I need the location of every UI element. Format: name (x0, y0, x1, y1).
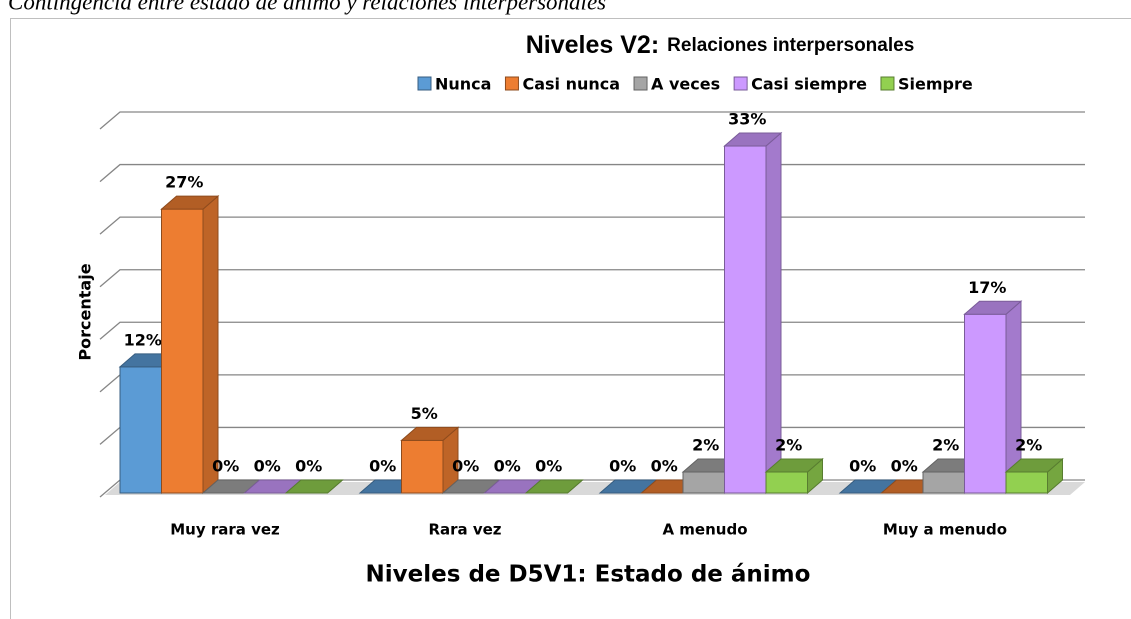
value-label: 0% (609, 457, 636, 476)
value-label: 0% (295, 457, 322, 476)
grid-line (99, 321, 1085, 340)
value-label: 0% (849, 457, 876, 476)
value-label: 0% (369, 457, 396, 476)
bar (682, 471, 725, 494)
legend-swatch (733, 76, 748, 91)
legend-label: Casi nunca (522, 75, 620, 94)
legend-swatch (417, 76, 432, 91)
bar (161, 208, 204, 494)
bar-top (284, 479, 344, 494)
value-label: 0% (891, 457, 918, 476)
value-label: 2% (1015, 435, 1042, 454)
value-label: 0% (651, 457, 678, 476)
grid-line (99, 269, 1085, 288)
bar (922, 471, 965, 494)
legend-label: A veces (651, 75, 720, 94)
grid-line (99, 374, 1085, 393)
x-axis-label: Niveles de D5V1: Estado de ánimo (366, 562, 811, 588)
x-tick-label: A menudo (662, 521, 747, 539)
bar (119, 366, 162, 494)
bar (724, 145, 767, 494)
y-axis-label: Porcentaje (76, 263, 95, 360)
bar-top (764, 458, 824, 473)
value-label: 2% (932, 435, 959, 454)
value-label: 17% (968, 278, 1006, 297)
value-label: 33% (728, 110, 766, 129)
grid-line (99, 163, 1085, 183)
bar-top (160, 195, 220, 210)
legend-swatch (633, 76, 648, 91)
bar-top (400, 426, 460, 441)
value-label: 5% (411, 404, 438, 423)
legend-label: Siempre (898, 75, 973, 94)
bar-top (723, 132, 783, 147)
bar-top (963, 300, 1023, 315)
grid-line (99, 111, 1085, 130)
value-label: 0% (535, 457, 562, 476)
bar-top (524, 479, 584, 494)
value-label: 0% (212, 457, 239, 476)
legend-swatch (504, 76, 519, 91)
legend-label: Casi siempre (751, 75, 867, 94)
bar (964, 313, 1007, 494)
x-tick-label: Rara vez (428, 521, 501, 539)
legend-swatch (880, 76, 895, 91)
x-tick-label: Muy a menudo (883, 521, 1007, 539)
bar-side (202, 195, 219, 495)
value-label: 0% (494, 457, 521, 476)
value-label: 0% (254, 457, 281, 476)
x-tick-label: Muy rara vez (170, 521, 280, 539)
chart-frame (10, 18, 1131, 619)
grid-line (99, 216, 1085, 235)
caption: Contingencia entre estado de ánimo y rel… (8, 0, 606, 14)
value-label: 2% (775, 435, 802, 454)
bar-top (1004, 458, 1064, 473)
bar (1005, 471, 1048, 494)
chart-title: Niveles V2: Relaciones interpersonales (526, 31, 915, 59)
floor (105, 482, 1085, 495)
value-label: 0% (452, 457, 479, 476)
legend: Nunca Casi nunca A veces Casi siempre Siempr… (417, 75, 973, 94)
bar (765, 471, 808, 494)
value-label: 27% (165, 173, 203, 192)
value-label: 12% (124, 330, 162, 349)
value-label: 2% (692, 435, 719, 454)
legend-label: Nunca (435, 75, 491, 94)
bar (401, 439, 444, 494)
